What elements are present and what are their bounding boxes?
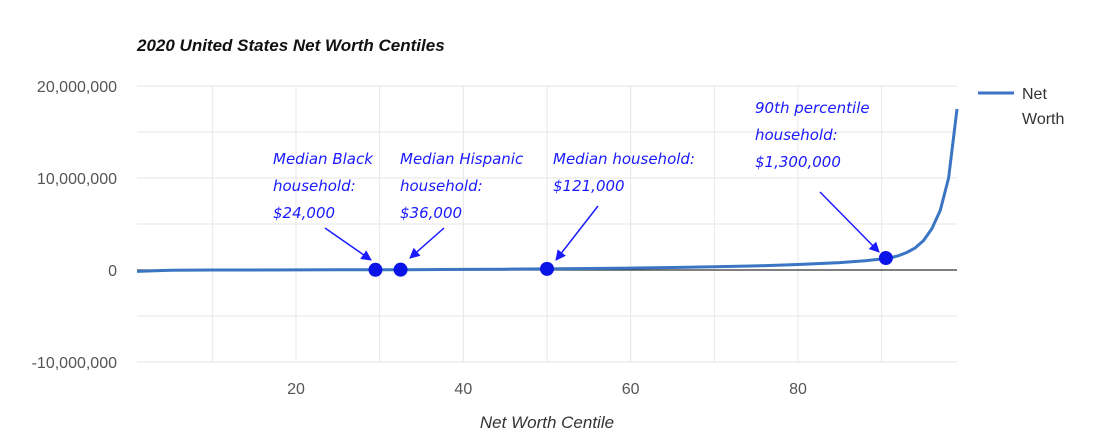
annotation-text: $1,300,000	[755, 153, 841, 171]
annotation-text: household:	[273, 177, 356, 195]
annotation-text: Median Hispanic	[400, 150, 524, 168]
highlight-point	[393, 262, 408, 277]
legend-label-line: Worth	[1022, 111, 1064, 128]
legend-label-net-worth: Net Worth	[1022, 86, 1064, 128]
annotation-text: $36,000	[400, 204, 462, 222]
annotation-text: Median Black	[273, 150, 374, 168]
annotation-arrow	[819, 191, 880, 253]
annotations: Median Black household: $24,000 Median Hisp…	[273, 99, 870, 222]
annotation-text: Median household:	[553, 150, 695, 168]
highlight-point	[368, 262, 383, 277]
annotation-arrow	[409, 227, 445, 259]
y-tick-label: 10,000,000	[37, 171, 117, 188]
y-tick-label: 0	[108, 263, 117, 280]
x-tick-label: 60	[622, 381, 640, 398]
annotation-text: $121,000	[553, 177, 625, 195]
annotation-text: $24,000	[273, 204, 335, 222]
y-tick-label: -10,000,000	[32, 355, 118, 372]
legend-label-line: Net	[1022, 86, 1047, 103]
annotation-arrows	[324, 191, 880, 261]
x-axis-title: Net Worth Centile	[480, 413, 614, 432]
x-axis: 20 40 60 80	[287, 381, 807, 398]
y-tick-label: 20,000,000	[37, 79, 117, 96]
annotation-arrow	[555, 205, 599, 261]
x-tick-label: 20	[287, 381, 305, 398]
y-axis: -10,000,000 0 10,000,000 20,000,000	[32, 79, 118, 372]
x-tick-label: 80	[789, 381, 807, 398]
annotation-arrow	[324, 227, 372, 261]
highlight-point	[878, 251, 893, 266]
legend: Net Worth	[978, 86, 1064, 128]
x-tick-label: 40	[454, 381, 472, 398]
annotation-text: 90th percentile	[755, 99, 870, 117]
series-line-net-worth	[136, 108, 959, 273]
chart-title: 2020 United States Net Worth Centiles	[136, 36, 445, 55]
annotation-text: household:	[400, 177, 483, 195]
highlighted-points	[368, 251, 893, 277]
annotation-text: household:	[755, 126, 838, 144]
highlight-point	[540, 261, 554, 276]
